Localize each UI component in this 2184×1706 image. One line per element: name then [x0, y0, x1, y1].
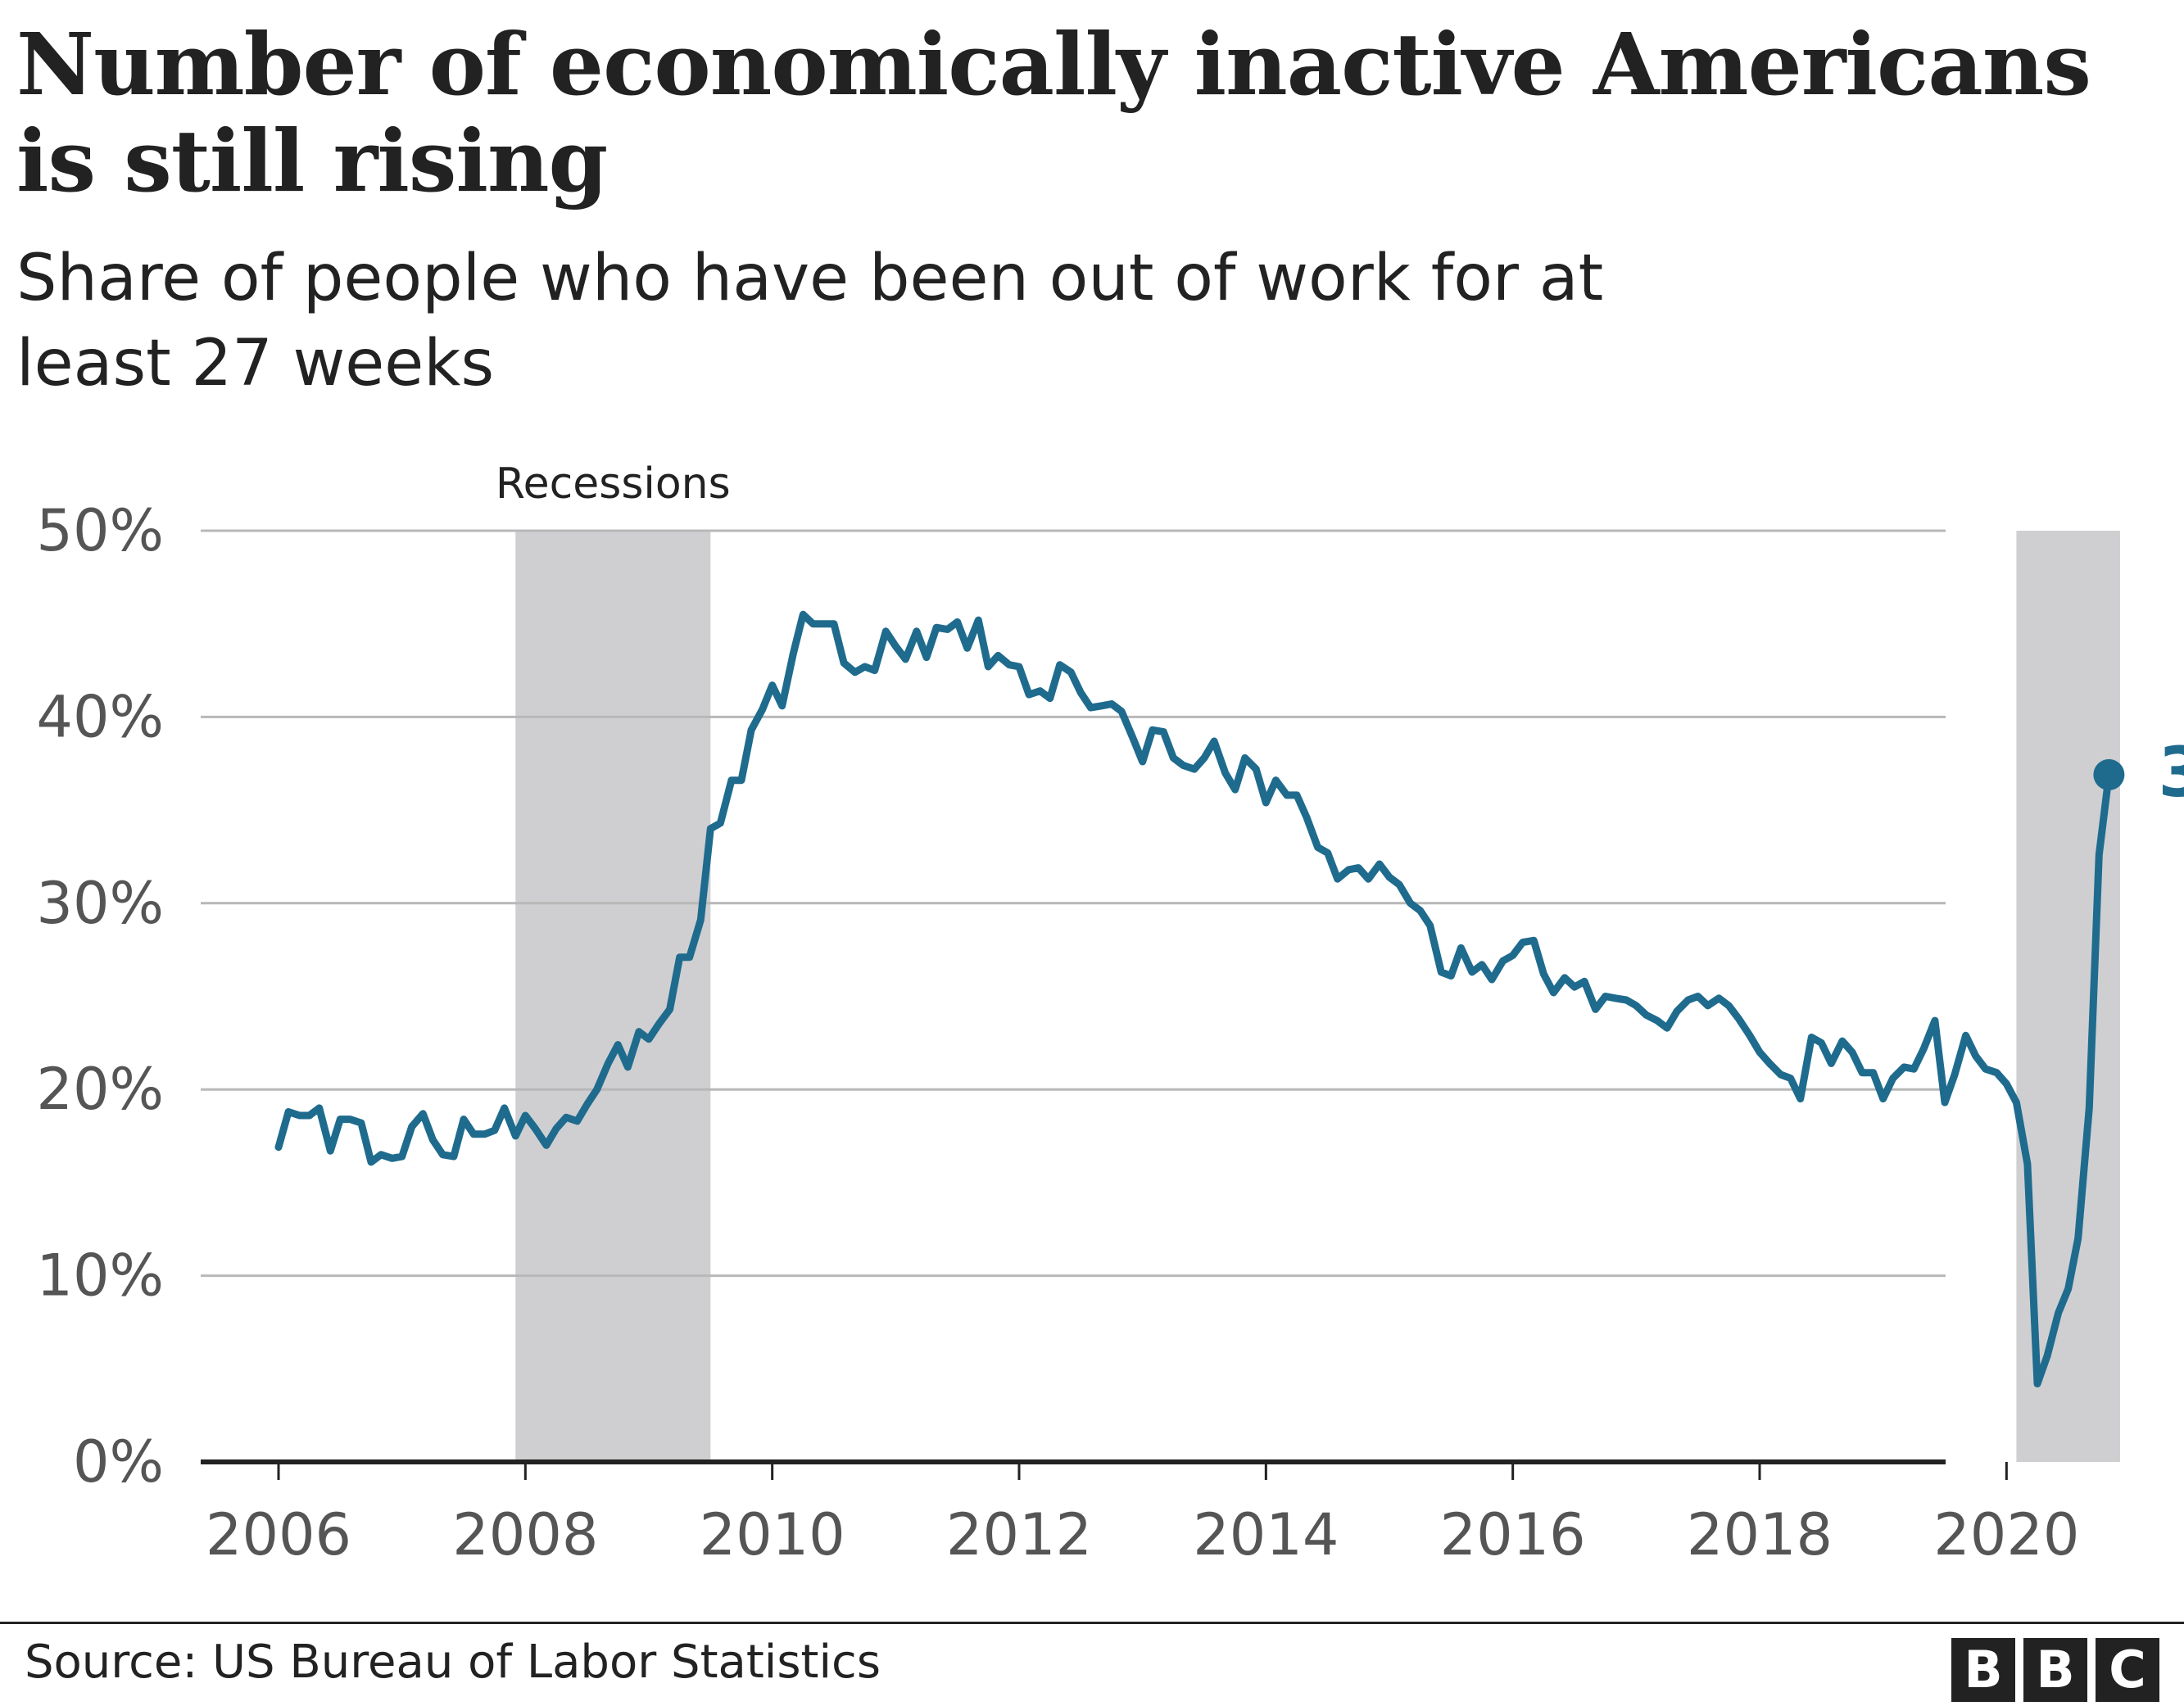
y-tick-label: 50% — [36, 497, 164, 564]
y-tick-label: 20% — [36, 1056, 164, 1123]
x-tick-label: 2008 — [452, 1501, 598, 1568]
series-line — [274, 610, 2113, 1387]
x-tick-label: 2014 — [1193, 1501, 1339, 1568]
source-note: Source: US Bureau of Labor Statistics — [25, 1636, 881, 1689]
chart-title: Number of economically inactive American… — [16, 14, 2091, 211]
footer-divider — [0, 1622, 2184, 1624]
series-layer — [274, 610, 2125, 1387]
chart-subtitle: Share of people who have been out of wor… — [16, 242, 1604, 400]
bbc-logo: B B C — [1951, 1638, 2159, 1702]
y-tick-label: 0% — [73, 1428, 164, 1496]
x-tick-label: 2020 — [1933, 1501, 2079, 1568]
bbc-logo-letter: C — [2096, 1638, 2159, 1702]
endpoint-marker — [2093, 758, 2125, 790]
y-tick-label: 40% — [36, 683, 164, 750]
endpoint-value-label: 36.9% — [2158, 732, 2184, 812]
x-axis-ticks: 2006 2008 2010 2012 2014 2016 2018 2020 — [206, 1462, 2079, 1568]
recessions-label: Recessions — [496, 459, 731, 509]
x-tick-label: 2018 — [1687, 1501, 1833, 1568]
x-tick-label: 2012 — [946, 1501, 1092, 1568]
gridlines — [201, 529, 1946, 1464]
y-tick-label: 30% — [36, 870, 164, 937]
line-chart: 0%10%20%30%40%50% 2006 2008 2010 2012 2014 20… — [36, 459, 2184, 1568]
y-axis-ticks: 0% 10% 20% 30% 40% 50% — [36, 497, 164, 1496]
bbc-logo-letter: B — [2023, 1638, 2087, 1702]
annotations: Recessions 36.9% — [496, 459, 2184, 812]
bbc-logo-letter: B — [1951, 1638, 2015, 1702]
y-tick-label: 10% — [36, 1242, 164, 1310]
x-tick-label: 2016 — [1440, 1501, 1586, 1568]
recession-band — [515, 531, 711, 1462]
x-tick-label: 2006 — [206, 1501, 351, 1568]
recession-bands — [515, 531, 2120, 1462]
x-tick-label: 2010 — [700, 1501, 845, 1568]
